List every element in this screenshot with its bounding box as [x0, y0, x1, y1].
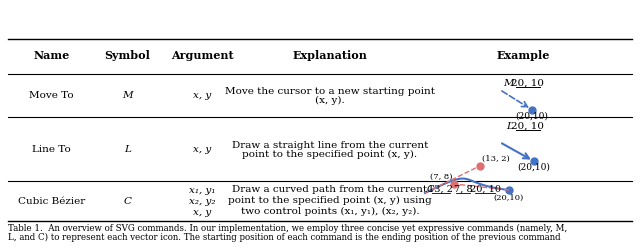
- Text: (7, 8): (7, 8): [430, 173, 452, 181]
- Text: point to the specified point (x, y).: point to the specified point (x, y).: [243, 149, 417, 159]
- Text: L: L: [124, 144, 131, 153]
- Text: Line To: Line To: [32, 144, 71, 153]
- Text: 20, 10: 20, 10: [511, 122, 544, 130]
- Text: Name: Name: [33, 50, 70, 61]
- Text: x, y: x, y: [193, 144, 212, 153]
- Text: Example: Example: [497, 50, 550, 61]
- Text: 7, 8: 7, 8: [454, 185, 472, 193]
- Text: (20,10): (20,10): [515, 112, 548, 121]
- Text: Explanation: Explanation: [292, 50, 367, 61]
- Text: L: L: [507, 122, 513, 130]
- Text: M: M: [503, 78, 513, 87]
- Text: x₁, y₁: x₁, y₁: [189, 186, 216, 194]
- Text: 20, 10: 20, 10: [470, 185, 500, 193]
- Text: Draw a curved path from the current: Draw a curved path from the current: [232, 185, 428, 193]
- Text: (x, y).: (x, y).: [315, 96, 345, 105]
- Text: (20,10): (20,10): [518, 163, 550, 172]
- Text: two control points (x₁, y₁), (x₂, y₂).: two control points (x₁, y₁), (x₂, y₂).: [241, 206, 419, 216]
- Text: Argument: Argument: [171, 50, 234, 61]
- Text: Table 1.  An overview of SVG commands. In our implementation, we employ three co: Table 1. An overview of SVG commands. In…: [8, 224, 567, 233]
- Text: Move the cursor to a new starting point: Move the cursor to a new starting point: [225, 87, 435, 96]
- Text: x, y: x, y: [193, 91, 212, 100]
- Text: x₂, y₂: x₂, y₂: [189, 196, 216, 205]
- Text: L, and C) to represent each vector icon. The starting position of each command i: L, and C) to represent each vector icon.…: [8, 233, 561, 242]
- Text: 13, 2: 13, 2: [429, 185, 454, 193]
- Text: 20, 10: 20, 10: [511, 78, 544, 87]
- Text: (20,10): (20,10): [493, 194, 523, 202]
- Text: C: C: [427, 185, 435, 193]
- Text: Move To: Move To: [29, 91, 74, 100]
- Text: Symbol: Symbol: [104, 50, 150, 61]
- Text: point to the specified point (x, y) using: point to the specified point (x, y) usin…: [228, 195, 432, 205]
- Text: Draw a straight line from the current: Draw a straight line from the current: [232, 140, 428, 149]
- Text: Cubic Bézier: Cubic Bézier: [18, 196, 85, 205]
- Text: C: C: [124, 196, 131, 205]
- Text: (13, 2): (13, 2): [482, 155, 509, 163]
- Text: x, y: x, y: [193, 207, 212, 216]
- Text: M: M: [122, 91, 133, 100]
